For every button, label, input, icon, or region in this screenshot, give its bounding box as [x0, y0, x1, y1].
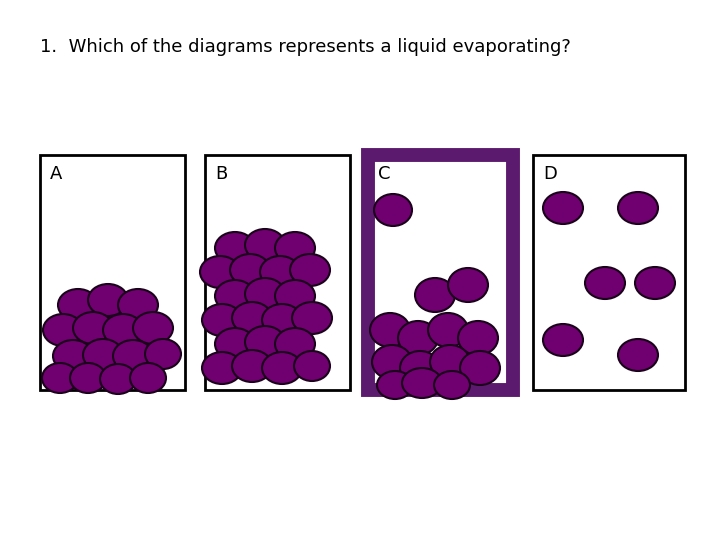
Ellipse shape: [398, 321, 438, 355]
Ellipse shape: [245, 326, 285, 358]
Ellipse shape: [275, 232, 315, 264]
Ellipse shape: [202, 304, 242, 336]
Ellipse shape: [133, 312, 173, 344]
Text: 1.  Which of the diagrams represents a liquid evaporating?: 1. Which of the diagrams represents a li…: [40, 38, 571, 56]
Ellipse shape: [543, 192, 583, 224]
Ellipse shape: [118, 289, 158, 321]
Ellipse shape: [245, 278, 285, 310]
Ellipse shape: [275, 280, 315, 312]
Ellipse shape: [377, 371, 413, 399]
Ellipse shape: [58, 289, 98, 321]
Text: B: B: [215, 165, 228, 183]
Ellipse shape: [543, 324, 583, 356]
Ellipse shape: [275, 328, 315, 360]
Ellipse shape: [448, 268, 488, 302]
Ellipse shape: [292, 302, 332, 334]
Ellipse shape: [88, 284, 128, 316]
Ellipse shape: [370, 313, 410, 347]
Ellipse shape: [245, 229, 285, 261]
Ellipse shape: [83, 339, 123, 371]
Text: A: A: [50, 165, 63, 183]
Ellipse shape: [430, 345, 470, 379]
Ellipse shape: [215, 280, 255, 312]
Ellipse shape: [200, 256, 240, 288]
Ellipse shape: [42, 363, 78, 393]
Ellipse shape: [374, 194, 412, 226]
Ellipse shape: [458, 321, 498, 355]
Ellipse shape: [415, 278, 455, 312]
Ellipse shape: [290, 254, 330, 286]
Ellipse shape: [70, 363, 106, 393]
Bar: [368, 155, 513, 390]
Ellipse shape: [635, 267, 675, 299]
Ellipse shape: [130, 363, 166, 393]
Ellipse shape: [232, 350, 272, 382]
Ellipse shape: [400, 351, 440, 385]
Bar: [533, 155, 685, 390]
Ellipse shape: [53, 340, 93, 372]
Ellipse shape: [294, 351, 330, 381]
Ellipse shape: [232, 302, 272, 334]
Ellipse shape: [434, 371, 470, 399]
Ellipse shape: [372, 345, 412, 379]
Ellipse shape: [215, 328, 255, 360]
Ellipse shape: [262, 352, 302, 384]
Ellipse shape: [43, 314, 83, 346]
Ellipse shape: [585, 267, 625, 299]
Text: D: D: [543, 165, 557, 183]
Ellipse shape: [428, 313, 468, 347]
Ellipse shape: [113, 340, 153, 372]
Ellipse shape: [230, 254, 270, 286]
Ellipse shape: [215, 232, 255, 264]
Ellipse shape: [618, 192, 658, 224]
Text: C: C: [378, 165, 390, 183]
Ellipse shape: [402, 368, 442, 398]
Ellipse shape: [103, 314, 143, 346]
Ellipse shape: [202, 352, 242, 384]
Ellipse shape: [460, 351, 500, 385]
Bar: [40, 155, 185, 390]
Ellipse shape: [100, 364, 136, 394]
Bar: [205, 155, 350, 390]
Ellipse shape: [260, 256, 300, 288]
Ellipse shape: [262, 304, 302, 336]
Ellipse shape: [73, 312, 113, 344]
Ellipse shape: [145, 339, 181, 369]
Ellipse shape: [618, 339, 658, 371]
